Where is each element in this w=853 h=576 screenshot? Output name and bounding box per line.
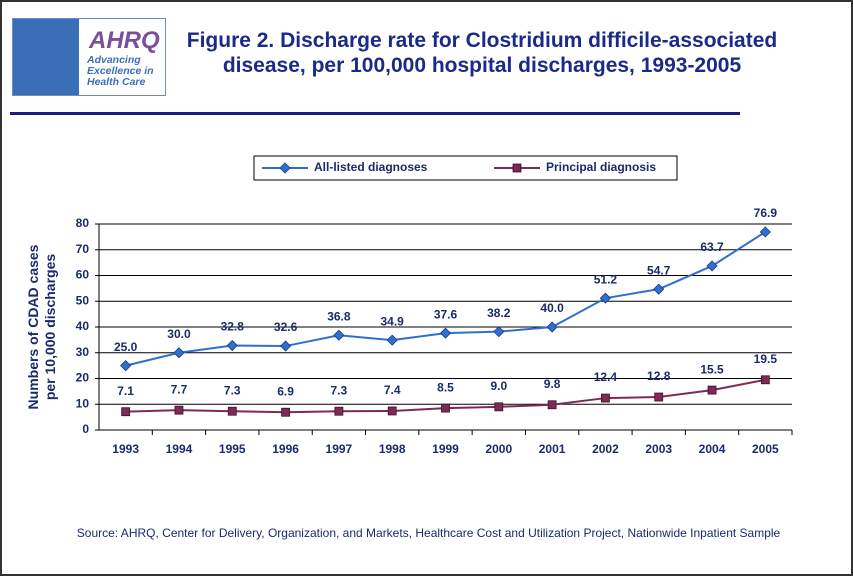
data-label: 9.8 — [544, 377, 561, 391]
logo-tagline: Advancing Excellence in Health Care — [87, 55, 154, 88]
y-tick-label: 40 — [76, 319, 90, 333]
x-tick-label: 2003 — [645, 442, 672, 456]
data-label: 63.7 — [700, 240, 724, 254]
tagline-line: Health Care — [87, 76, 146, 88]
source-note: Source: AHRQ, Center for Delivery, Organ… — [76, 526, 781, 540]
point — [386, 334, 398, 346]
data-label: 7.1 — [117, 384, 134, 398]
x-tick-label: 1994 — [166, 442, 193, 456]
point — [281, 407, 290, 417]
data-label: 51.2 — [594, 272, 618, 286]
y-tick-label: 0 — [82, 422, 89, 436]
x-tick-label: 1997 — [326, 442, 353, 456]
header-rule — [10, 112, 740, 115]
data-label: 32.6 — [274, 320, 298, 334]
series-line — [125, 231, 766, 367]
point — [653, 283, 665, 295]
x-tick-label: 1996 — [272, 442, 299, 456]
x-tick-label: 1993 — [112, 442, 139, 456]
y-axis-label-line: per 10,000 discharges — [42, 254, 58, 401]
point — [387, 406, 397, 416]
data-label: 9.0 — [490, 379, 507, 393]
hhs-seal — [13, 19, 79, 95]
data-label: 12.8 — [647, 369, 671, 383]
y-tick-label: 60 — [76, 268, 90, 282]
y-tick-label: 10 — [76, 396, 90, 410]
point — [227, 406, 237, 416]
point — [599, 292, 611, 304]
x-tick-label: 1998 — [379, 442, 406, 456]
logo: AHRQ Advancing Excellence in Health Care — [12, 18, 166, 96]
point — [760, 375, 770, 385]
point — [547, 400, 557, 410]
x-tick-label: 1999 — [432, 442, 459, 456]
point — [173, 347, 185, 359]
x-tick-label: 2001 — [539, 442, 566, 456]
point — [512, 163, 522, 173]
chart-title: Figure 2. Discharge rate for Clostridium… — [186, 29, 778, 77]
y-tick-label: 80 — [76, 216, 90, 230]
x-tick-label: 2000 — [485, 442, 512, 456]
y-axis-label: Numbers of CDAD casesper 10,000 discharg… — [25, 244, 58, 409]
legend-box — [253, 155, 678, 181]
data-label: 30.0 — [167, 327, 191, 341]
data-label: 7.3 — [331, 383, 348, 397]
point — [439, 327, 452, 339]
data-label: 7.4 — [384, 383, 401, 397]
data-label: 34.9 — [381, 314, 405, 328]
data-label: 12.4 — [594, 370, 618, 384]
x-tick-label: 2002 — [592, 442, 619, 456]
x-tick-label: 2004 — [699, 442, 726, 456]
point — [546, 321, 558, 333]
point — [121, 407, 131, 417]
y-tick-label: 70 — [76, 242, 90, 256]
point — [174, 405, 184, 415]
data-label: 38.2 — [487, 306, 511, 320]
point — [759, 226, 771, 238]
point — [654, 392, 664, 402]
data-label: 76.9 — [754, 206, 778, 220]
data-label: 15.5 — [700, 362, 724, 376]
point — [226, 339, 238, 352]
tagline-line: Excellence in — [87, 65, 154, 77]
point — [280, 340, 292, 352]
data-label: 32.8 — [221, 320, 245, 334]
logo-name: AHRQ — [89, 27, 160, 54]
x-tick-label: 2005 — [752, 442, 779, 456]
point — [706, 260, 718, 272]
point — [120, 360, 132, 372]
point — [601, 393, 610, 403]
data-label: 36.8 — [327, 309, 351, 323]
data-label: 25.0 — [114, 340, 138, 354]
data-label: 40.0 — [540, 301, 564, 315]
y-tick-label: 50 — [76, 293, 90, 307]
legend-label: Principal diagnosis — [546, 160, 656, 174]
data-label: 37.6 — [434, 307, 458, 321]
point — [493, 326, 505, 338]
data-label: 54.7 — [647, 263, 671, 277]
data-label: 7.3 — [224, 383, 241, 397]
y-tick-label: 30 — [76, 345, 90, 359]
point — [279, 162, 291, 174]
data-label: 7.7 — [171, 382, 188, 396]
point — [707, 385, 717, 395]
data-label: 6.9 — [277, 384, 294, 398]
legend-label: All-listed diagnoses — [314, 160, 428, 174]
y-tick-label: 20 — [76, 371, 90, 385]
point — [494, 402, 504, 412]
point — [441, 403, 450, 413]
data-label: 19.5 — [754, 352, 778, 366]
point — [333, 329, 345, 341]
x-tick-label: 1995 — [219, 442, 246, 456]
tagline-line: Advancing — [87, 54, 141, 66]
y-axis-label-line: Numbers of CDAD cases — [25, 244, 41, 409]
data-label: 8.5 — [437, 380, 454, 394]
point — [334, 406, 344, 416]
